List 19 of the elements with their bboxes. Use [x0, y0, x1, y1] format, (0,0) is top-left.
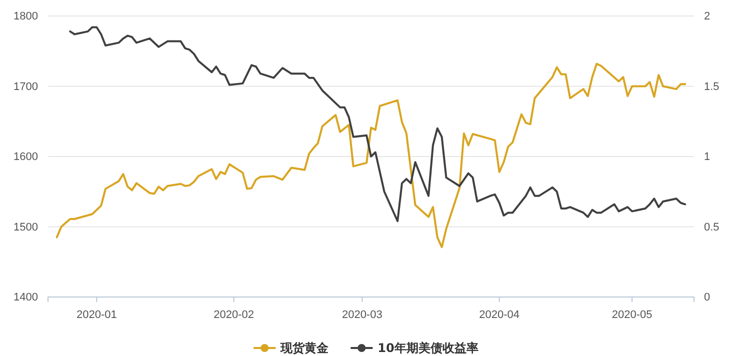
y2-tick-label: 0 [704, 292, 710, 304]
y-tick-label: 1400 [14, 292, 38, 304]
x-tick-label: 2020-01 [76, 309, 117, 322]
line-series [69, 26, 686, 222]
y-tick-label: 1600 [14, 151, 38, 164]
legend-label: 现货黄金 [280, 341, 330, 355]
x-tick-label: 2020-02 [214, 309, 254, 322]
line-series [56, 62, 686, 248]
x-tick-label: 2020-05 [612, 309, 652, 322]
y-tick-label: 1800 [14, 10, 38, 23]
y-tick-label: 1500 [14, 221, 38, 234]
y-tick-label: 1700 [14, 80, 38, 93]
x-tick-label: 2020-03 [342, 309, 382, 322]
y2-tick-label: 1 [704, 151, 710, 164]
y2-tick-label: 2 [704, 10, 710, 23]
y2-tick-label: 1.5 [704, 80, 720, 93]
legend-label: 10年期美债收益率 [378, 341, 478, 355]
x-tick-label: 2020-04 [479, 309, 520, 322]
y2-tick-label: 0.5 [704, 221, 720, 234]
